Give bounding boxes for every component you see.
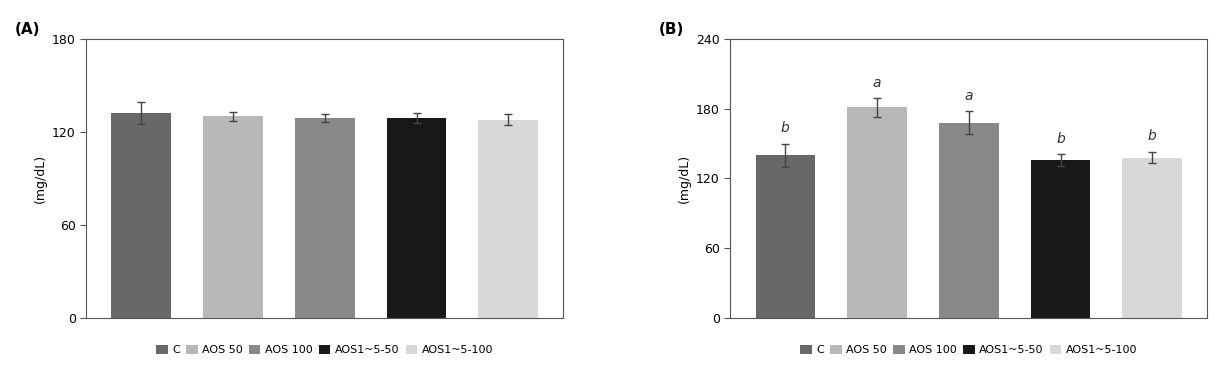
Bar <box>755 155 816 318</box>
Legend: C, AOS 50, AOS 100, AOS1~5-50, AOS1~5-100: C, AOS 50, AOS 100, AOS1~5-50, AOS1~5-10… <box>796 341 1142 360</box>
Text: a: a <box>872 76 881 90</box>
Text: b: b <box>1148 129 1157 143</box>
Bar <box>848 107 907 318</box>
Text: b: b <box>1056 132 1064 146</box>
Bar <box>387 118 446 318</box>
Bar <box>1031 160 1090 318</box>
Text: (B): (B) <box>659 22 684 37</box>
Text: (A): (A) <box>15 22 41 37</box>
Bar <box>111 113 171 318</box>
Bar <box>939 123 999 318</box>
Bar <box>294 118 355 318</box>
Bar <box>1122 158 1183 318</box>
Y-axis label: (mg/dL): (mg/dL) <box>678 154 690 203</box>
Text: b: b <box>781 121 790 135</box>
Bar <box>203 116 262 318</box>
Bar <box>478 120 538 318</box>
Y-axis label: (mg/dL): (mg/dL) <box>33 154 47 203</box>
Text: a: a <box>965 88 973 102</box>
Legend: C, AOS 50, AOS 100, AOS1~5-50, AOS1~5-100: C, AOS 50, AOS 100, AOS1~5-50, AOS1~5-10… <box>152 341 498 360</box>
